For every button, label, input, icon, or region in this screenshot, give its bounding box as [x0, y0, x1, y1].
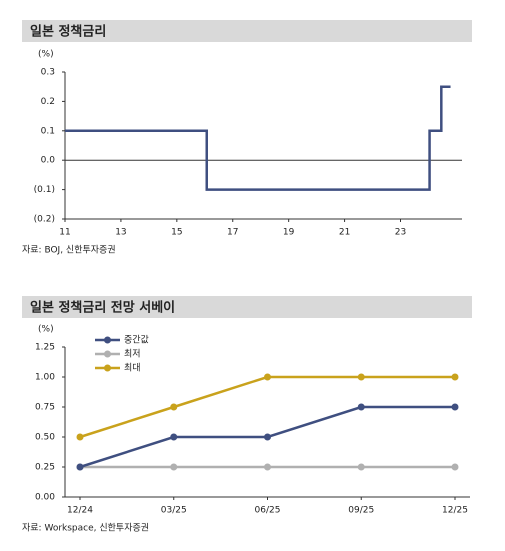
y-tick-label: 0.3	[41, 68, 55, 78]
x-tick-label: 09/25	[348, 506, 374, 516]
y-tick-label: 0.00	[35, 493, 55, 503]
marker	[451, 403, 459, 411]
x-tick-label: 17	[227, 228, 238, 238]
title-bar	[22, 20, 472, 42]
title-bar	[22, 296, 472, 318]
marker	[170, 433, 178, 441]
y-tick-label: 0.1	[41, 126, 55, 136]
marker	[264, 463, 271, 471]
marker	[357, 463, 365, 471]
legend-marker	[104, 364, 111, 372]
legend-label: 최대	[124, 363, 141, 374]
y-tick-label: (0.2)	[34, 215, 55, 225]
y-tick-label: 1.00	[35, 373, 55, 383]
y-tick-label: 0.50	[35, 433, 55, 443]
x-tick-label: 15	[171, 228, 182, 238]
marker	[170, 463, 178, 471]
marker	[357, 403, 365, 411]
marker	[76, 463, 84, 471]
y-tick-label: (0.1)	[34, 185, 55, 195]
legend-marker	[104, 336, 111, 344]
x-tick-label: 03/25	[161, 506, 187, 516]
x-tick-label: 19	[283, 228, 295, 238]
marker	[76, 433, 84, 441]
marker	[451, 373, 459, 381]
x-tick-label: 12/25	[442, 506, 468, 516]
legend-label: 중간값	[124, 334, 149, 346]
y-tick-label: 0.2	[41, 97, 55, 107]
x-tick-label: 21	[339, 228, 350, 238]
line	[65, 85, 451, 191]
marker	[170, 403, 178, 411]
legend-label: 최저	[124, 349, 141, 360]
chart-title: 일본 정책금리 전망 서베이	[30, 300, 175, 316]
y-tick-label: 0.25	[35, 463, 55, 473]
source: 자료: BOJ, 신한투자증권	[22, 244, 116, 256]
marker	[264, 373, 271, 381]
marker	[357, 373, 365, 381]
y-unit: (%)	[38, 50, 54, 60]
legend-marker	[104, 350, 111, 358]
chart-title: 일본 정책금리	[30, 24, 106, 40]
x-tick-label: 13	[115, 228, 126, 238]
y-tick-label: 1.25	[35, 343, 55, 353]
x-tick-label: 06/25	[255, 506, 281, 516]
y-tick-label: 0.75	[35, 403, 55, 413]
source: 자료: Workspace, 신한투자증권	[22, 522, 149, 534]
y-tick-label: 0.0	[41, 156, 56, 166]
x-tick-label: 12/24	[67, 506, 93, 516]
y-unit: (%)	[38, 325, 54, 335]
marker	[264, 433, 271, 441]
x-tick-label: 11	[59, 228, 70, 238]
x-tick-label: 23	[395, 228, 406, 238]
marker	[451, 463, 459, 471]
